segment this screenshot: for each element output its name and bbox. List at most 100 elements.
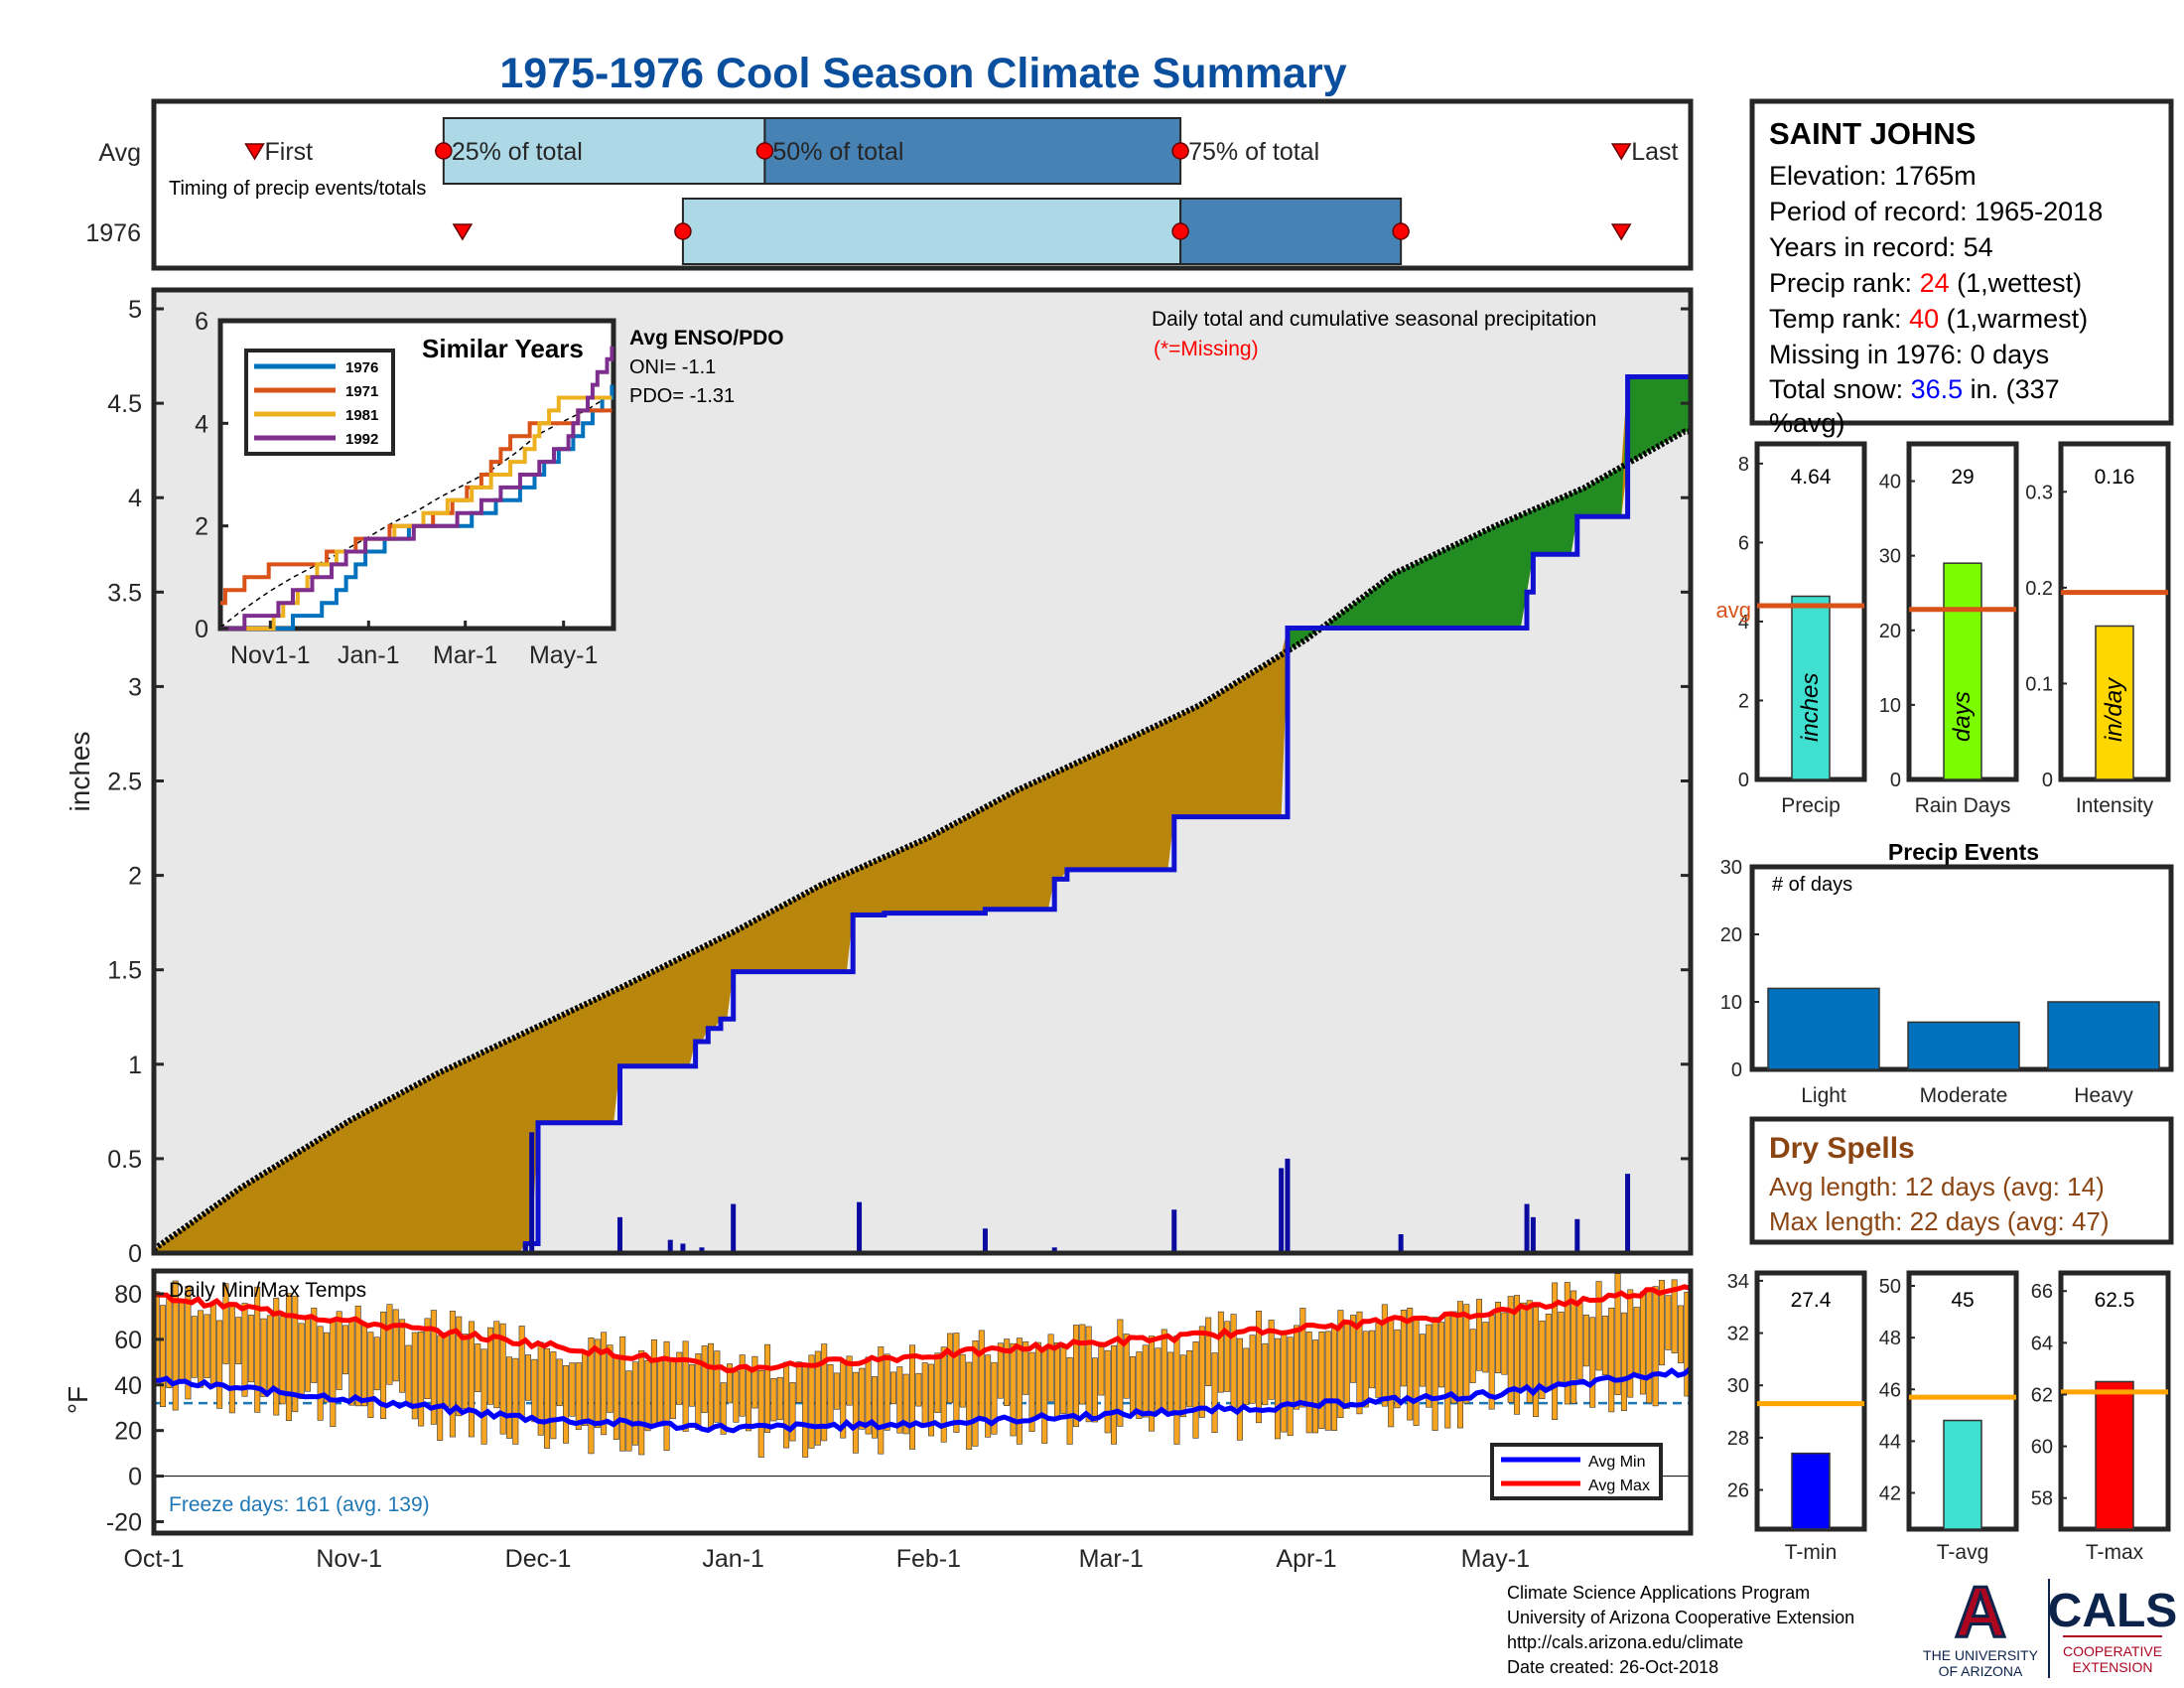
timing-quantile-marker (1171, 222, 1189, 240)
temp-summary-y-tick-label: 42 (1879, 1483, 1901, 1505)
precip-y-tick-label: 0.5 (107, 1146, 142, 1174)
precip-y-tick-label: 3.5 (107, 579, 142, 607)
daily-temp-range-bar (311, 1307, 318, 1383)
daily-temp-range-bar (940, 1346, 947, 1443)
precip-y-tick-label: 2.5 (107, 769, 142, 796)
daily-temp-range-bar (1514, 1295, 1521, 1415)
daily-precip-bar (731, 1203, 737, 1253)
daily-temp-range-bar (1117, 1319, 1124, 1427)
daily-temp-range-bar (1671, 1279, 1678, 1353)
precip-y-tick-label: 3 (128, 673, 142, 701)
daily-temp-range-bar (1281, 1335, 1288, 1433)
daily-temp-range-bar (443, 1333, 450, 1408)
daily-temp-range-bar (1104, 1349, 1111, 1434)
daily-temp-range-bar (1614, 1273, 1621, 1395)
precip-panel: 0 0.5 1 1.5 2 2.5 3 3.5 4 4.5 5 inches Daily total… (65, 287, 1694, 1268)
daily-temp-range-bar (821, 1343, 828, 1442)
precip-events-title: Precip Events (1888, 839, 2039, 865)
daily-precip-bar (1171, 1209, 1177, 1253)
daily-temp-range-bar (1665, 1295, 1672, 1350)
daily-temp-range-bar (1155, 1347, 1161, 1412)
above-average-fill (1287, 376, 1691, 651)
daily-temp-range-bar (663, 1340, 670, 1452)
timing-25-label: 25% of total (452, 138, 583, 166)
daily-temp-range-bar (1142, 1344, 1149, 1418)
daily-temp-range-bar (1023, 1340, 1029, 1395)
daily-temp-range-bar (1482, 1322, 1489, 1373)
timing-75-label: 75% of total (1188, 138, 1319, 166)
daily-temp-range-bar (1149, 1336, 1156, 1432)
total-snow: Total snow: 36.5 in. (337 (1769, 374, 2060, 404)
daily-temp-range-bar (1520, 1302, 1527, 1390)
daily-temp-range-bar (1123, 1334, 1130, 1399)
daily-temp-range-bar (336, 1311, 342, 1390)
timing-triangle-marker (244, 143, 265, 161)
footer: Climate Science Applications Program Uni… (1507, 1583, 1854, 1677)
daily-temp-range-bar (304, 1317, 311, 1392)
summary-y-tick-label: 40 (1879, 472, 1901, 493)
daily-temp-range-bar (1318, 1332, 1325, 1430)
timing-row-label-1976: 1976 (85, 219, 141, 247)
daily-temp-range-bar (505, 1356, 512, 1439)
precip-y-tick-label: 4 (128, 485, 142, 512)
daily-temp-range-bar (392, 1309, 399, 1382)
daily-temp-range-bar (1274, 1337, 1281, 1440)
temp-summary-y-tick-label: 48 (1879, 1328, 1901, 1349)
daily-temp-range-bar (1381, 1304, 1388, 1407)
daily-temp-range-bar (1526, 1300, 1533, 1403)
temp-summary-y-tick-label: 30 (1727, 1375, 1749, 1397)
daily-temp-range-bar (1028, 1351, 1035, 1432)
daily-temp-range-bar (1066, 1356, 1073, 1445)
summary-unit-label: in/day (2101, 676, 2127, 742)
daily-temp-range-bar (1419, 1334, 1426, 1387)
daily-temp-range-bar (399, 1319, 406, 1393)
daily-temp-range-bar (802, 1366, 809, 1458)
timing-box-50-75 (763, 117, 1182, 185)
temp-summary-value-label: 45 (1951, 1289, 1974, 1312)
daily-temp-range-bar (1582, 1314, 1589, 1367)
daily-temp-range-bar (1350, 1315, 1357, 1383)
daily-temp-range-bar (1160, 1329, 1167, 1411)
daily-temp-range-bar (556, 1358, 563, 1407)
summary-y-tick-label: 30 (1879, 546, 1901, 568)
daily-temp-range-bar (1179, 1354, 1186, 1418)
daily-temp-range-bar (575, 1362, 582, 1431)
daily-temp-range-bar (361, 1323, 368, 1407)
daily-temp-range-bar (330, 1320, 337, 1428)
x-tick-label-dec-1: Dec-1 (505, 1545, 572, 1573)
temp-summary-y-tick-label: 46 (1879, 1379, 1901, 1401)
daily-temp-range-bar (1041, 1348, 1048, 1444)
daily-temp-range-bar (833, 1372, 840, 1410)
summary-y-tick-label: 0 (2042, 770, 2053, 791)
x-tick-label-jan-1: Jan-1 (702, 1545, 764, 1573)
daily-temp-range-bar (669, 1358, 676, 1420)
daily-temp-range-bar (323, 1332, 330, 1403)
daily-temp-range-bar (1186, 1350, 1193, 1408)
timing-quantile-marker (1171, 142, 1189, 160)
daily-temp-range-bar (354, 1305, 361, 1407)
daily-temp-range-bar (783, 1361, 790, 1449)
daily-temp-range-bar (550, 1351, 557, 1440)
precip-rank: Precip rank: 24 (1,wettest) (1769, 268, 2082, 298)
temp-summary-y-tick-label: 28 (1727, 1428, 1749, 1450)
daily-temp-range-bar (1652, 1286, 1659, 1407)
daily-temp-range-bar (947, 1333, 954, 1404)
daily-temp-range-bar (594, 1338, 601, 1429)
daily-temp-range-bar (921, 1362, 928, 1426)
daily-temp-range-bar (682, 1340, 689, 1432)
daily-temp-range-bar (746, 1367, 752, 1432)
daily-temp-range-bar (1287, 1336, 1294, 1437)
daily-temp-range-bar (1576, 1303, 1583, 1380)
daily-temp-range-bar (757, 1369, 764, 1458)
daily-temp-range-bar (789, 1382, 796, 1442)
avg-min-legend-label: Avg Min (1588, 1454, 1646, 1471)
daily-temp-range-bar (209, 1301, 216, 1386)
temp-summary-y-tick-label: 50 (1879, 1276, 1901, 1298)
precip-y-axis-label: inches (65, 732, 95, 812)
timing-marks: First 25% of total 50% of total 75% of tota… (244, 117, 1679, 265)
footer-program: Climate Science Applications Program (1507, 1583, 1810, 1603)
daily-temp-range-bar (1589, 1317, 1596, 1408)
daily-temp-range-bar (1192, 1341, 1199, 1439)
precip-events-plot: 0 10 20 30 Light Moderate Heavy (1720, 857, 2160, 1107)
daily-temp-range-bar (751, 1355, 758, 1409)
